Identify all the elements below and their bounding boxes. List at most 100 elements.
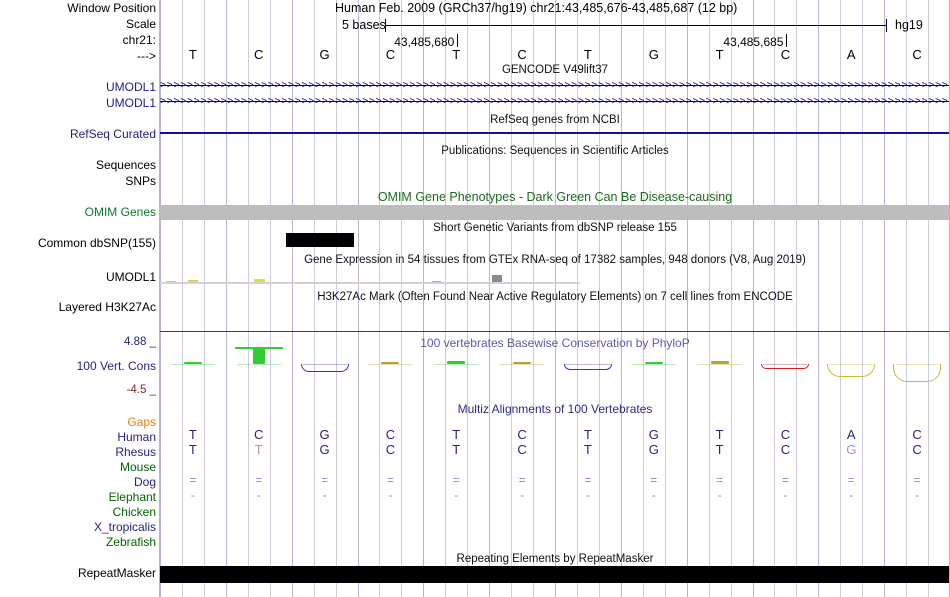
conservation-base-4 xyxy=(430,332,482,394)
caption-conservation: 100 vertebrates Basewise Conservation by… xyxy=(420,336,690,350)
caption-omim: OMIM Gene Phenotypes - Dark Green Can Be… xyxy=(377,190,733,204)
conservation-base-9 xyxy=(759,332,811,394)
caption-gencode: GENCODE V49lift37 xyxy=(501,64,609,76)
conservation-base-0 xyxy=(167,332,219,394)
multiz-base: G xyxy=(319,427,330,442)
conservation-baseline xyxy=(763,363,808,365)
gridline xyxy=(226,0,227,597)
gtex-tissue-bar-4 xyxy=(254,279,265,284)
label-strand: ---> xyxy=(137,49,156,63)
multiz-row-zebrafish[interactable] xyxy=(160,533,950,548)
gridline xyxy=(314,0,315,597)
label-omim-genes[interactable]: OMIM Genes xyxy=(84,205,156,219)
conservation-cap xyxy=(234,347,283,350)
multiz-row-x_tropicalis[interactable] xyxy=(160,518,950,533)
label-snps[interactable]: SNPs xyxy=(125,174,156,188)
label-gencode-umodl1-2[interactable]: UMODL1 xyxy=(105,96,156,110)
multiz-row-chicken[interactable] xyxy=(160,503,950,518)
ruler-base-2: G xyxy=(319,47,330,62)
conservation-bar-pos xyxy=(710,361,729,365)
gridline xyxy=(292,0,293,597)
label-window-position: Window Position xyxy=(67,1,156,15)
conservation-plot[interactable] xyxy=(160,332,950,394)
caption-multiz: Multiz Alignments of 100 Vertebrates xyxy=(457,402,653,416)
track-label-column: Window Position Scale chr21: ---> UMODL1… xyxy=(0,0,160,597)
label-repeatmasker[interactable]: RepeatMasker xyxy=(77,566,156,580)
gridline xyxy=(204,0,205,597)
omim-gene-bar[interactable] xyxy=(160,205,950,220)
multiz-symbol: - xyxy=(388,488,393,502)
label-species-rhesus[interactable]: Rhesus xyxy=(115,445,156,459)
conservation-baseline xyxy=(565,363,610,365)
conservation-baseline xyxy=(170,363,215,365)
label-gencode-umodl1-1[interactable]: UMODL1 xyxy=(105,80,156,94)
multiz-symbol: = xyxy=(913,473,921,487)
conservation-base-2 xyxy=(299,332,351,394)
multiz-row-mouse[interactable] xyxy=(160,458,950,473)
label-species-human[interactable]: Human xyxy=(117,430,156,444)
ruler-base-11: C xyxy=(912,47,922,62)
gridline xyxy=(665,0,666,597)
label-species-dog[interactable]: Dog xyxy=(133,475,156,489)
label-refseq-curated[interactable]: RefSeq Curated xyxy=(69,127,156,141)
multiz-symbol: - xyxy=(717,488,722,502)
label-gaps: Gaps xyxy=(127,415,156,429)
conservation-top-border xyxy=(160,331,950,332)
repeatmasker-bar[interactable] xyxy=(160,566,950,583)
gridline xyxy=(862,0,863,597)
multiz-base: C xyxy=(912,427,922,442)
gencode-gene-line-2 xyxy=(160,101,950,102)
ruler-base-9: C xyxy=(780,47,791,62)
gencode-transcript-row-1[interactable]: >>>>>>>>>>>>>>>>>>>>>>>>>>>>>>>>>>>>>>>>… xyxy=(160,80,950,91)
gtex-expression-graph[interactable] xyxy=(160,268,950,284)
position-label-1: 43,485,685 xyxy=(723,35,784,49)
gencode-transcript-row-2[interactable]: >>>>>>>>>>>>>>>>>>>>>>>>>>>>>>>>>>>>>>>>… xyxy=(160,96,950,107)
conservation-baseline xyxy=(895,363,940,365)
label-common-dbsnp[interactable]: Common dbSNP(155) xyxy=(37,236,156,250)
gridline xyxy=(423,0,424,597)
conservation-bar-neg xyxy=(563,364,612,371)
multiz-base: G xyxy=(648,427,659,442)
label-species-elephant[interactable]: Elephant xyxy=(108,490,156,504)
label-layered-h3k27ac[interactable]: Layered H3K27Ac xyxy=(58,300,156,314)
multiz-base: T xyxy=(583,427,592,442)
gridline xyxy=(160,0,161,597)
multiz-row-dog[interactable]: = = = = = = = = = = = = xyxy=(160,473,950,488)
scale-tick-right xyxy=(886,19,887,32)
gridline xyxy=(731,0,732,597)
conservation-bar-pos xyxy=(644,362,663,365)
gridline xyxy=(489,0,490,597)
multiz-alignment-rows[interactable]: T C G C T C T G T C A C T T G C T C T G T C G C = = = = = = = = = = = = - - - -… xyxy=(160,428,950,548)
conservation-base-10 xyxy=(825,332,877,394)
gridline xyxy=(533,0,534,597)
gencode-strand-arrows-2: >>>>>>>>>>>>>>>>>>>>>>>>>>>>>>>>>>>>>>>>… xyxy=(160,96,950,107)
ruler-base-8: T xyxy=(715,47,724,62)
gridline xyxy=(555,0,556,597)
multiz-base: G xyxy=(846,442,857,457)
gridline xyxy=(906,0,907,597)
refseq-gene-line[interactable] xyxy=(160,132,950,134)
label-species-zebrafish[interactable]: Zebrafish xyxy=(105,535,156,549)
label-gtex-umodl1[interactable]: UMODL1 xyxy=(105,270,156,284)
multiz-base: T xyxy=(583,442,592,457)
assembly-position-text: Human Feb. 2009 (GRCh37/hg19) chr21:43,4… xyxy=(335,1,738,15)
label-species-chicken[interactable]: Chicken xyxy=(112,505,156,519)
gridline-layer xyxy=(160,0,950,597)
multiz-row-elephant[interactable]: ------------ xyxy=(160,488,950,503)
gridline xyxy=(884,0,885,597)
label-sequences[interactable]: Sequences xyxy=(95,158,156,172)
label-species-x-tropicalis[interactable]: X_tropicalis xyxy=(93,520,156,534)
multiz-symbol: - xyxy=(585,488,590,502)
label-100-vert-cons[interactable]: 100 Vert. Cons xyxy=(76,359,156,373)
conservation-baseline xyxy=(631,363,676,365)
multiz-symbol: - xyxy=(322,488,327,502)
dbsnp-variant-box[interactable] xyxy=(286,233,354,247)
gencode-strand-arrows-1: >>>>>>>>>>>>>>>>>>>>>>>>>>>>>>>>>>>>>>>>… xyxy=(160,80,950,91)
conservation-baseline xyxy=(302,363,347,365)
ruler-base-1: C xyxy=(254,47,264,62)
label-species-mouse[interactable]: Mouse xyxy=(119,460,156,474)
